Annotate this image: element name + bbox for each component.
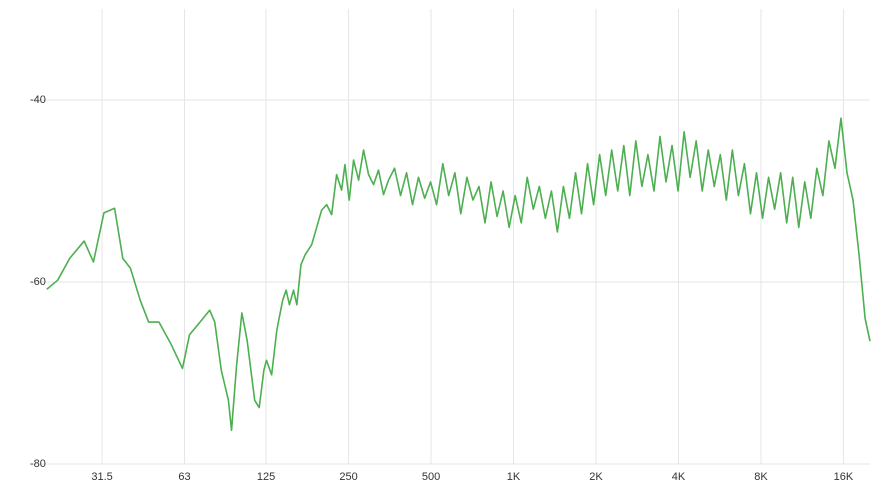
x-tick-label: 250 [339, 471, 357, 483]
x-tick-label: 500 [422, 471, 440, 483]
x-tick-label: 8K [754, 471, 768, 483]
x-tick-label: 125 [257, 471, 275, 483]
y-tick-label: -60 [30, 276, 46, 288]
x-tick-label: 2K [589, 471, 603, 483]
x-tick-label: 63 [178, 471, 190, 483]
x-tick-label: 31.5 [91, 471, 112, 483]
data-line [46, 117, 871, 432]
x-tick-label: 1K [507, 471, 521, 483]
x-tick-label: 4K [672, 471, 686, 483]
x-tick-label: 16K [834, 471, 854, 483]
y-tick-label: -80 [30, 458, 46, 470]
y-tick-label: -40 [30, 94, 46, 106]
